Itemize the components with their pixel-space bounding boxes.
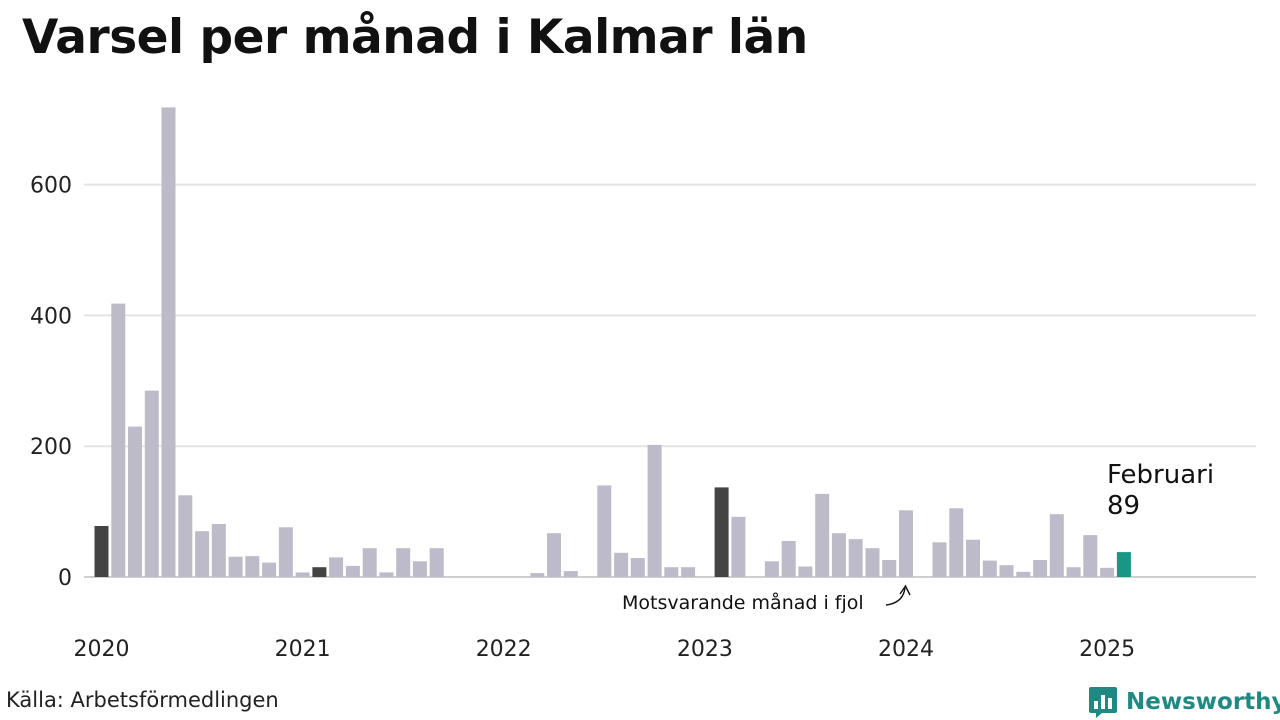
bar [966, 539, 980, 577]
bar [195, 531, 210, 577]
y-tick-label: 200 [30, 435, 72, 460]
chart-title: Varsel per månad i Kalmar län [22, 10, 808, 65]
bar [781, 541, 796, 577]
bar-same-month [94, 526, 109, 577]
bar [128, 426, 142, 577]
bar [731, 516, 746, 577]
bar [412, 561, 427, 577]
bar [630, 558, 645, 577]
bar [831, 533, 846, 577]
bar [681, 567, 696, 577]
bar [563, 571, 578, 577]
bar [1083, 535, 1098, 577]
bar-layer [94, 107, 1131, 578]
x-tick-label: 2025 [1079, 637, 1135, 662]
brand-name: Newsworthy [1126, 689, 1280, 715]
bar [161, 107, 176, 578]
bar [848, 539, 863, 577]
bar [1016, 571, 1031, 577]
bar [278, 527, 293, 577]
bar [798, 566, 813, 577]
bar [362, 548, 377, 577]
bar-same-month [312, 567, 327, 577]
bar [144, 390, 159, 577]
annotation-arrowhead [899, 584, 911, 596]
bar [547, 533, 561, 577]
newsworthy-logo: Newsworthy [1088, 684, 1280, 720]
bar-same-month [714, 487, 729, 577]
annotation-layer: Motsvarande månad i fjol Februari 89 [622, 460, 1214, 614]
bar [379, 572, 394, 577]
bar [865, 548, 880, 577]
bar [111, 303, 126, 577]
bar [999, 565, 1014, 577]
source-note: Källa: Arbetsförmedlingen [6, 688, 279, 712]
y-tick-label: 400 [30, 304, 72, 329]
x-tick-label: 2023 [677, 637, 733, 662]
bar [245, 556, 260, 577]
grid-layer [84, 183, 1256, 578]
bar [982, 560, 997, 577]
bar [899, 510, 913, 577]
x-tick-label: 2020 [74, 637, 130, 662]
bar [932, 542, 947, 577]
bar [614, 552, 629, 577]
bar [1100, 567, 1115, 577]
bar [345, 565, 360, 577]
x-tick-label: 2022 [476, 637, 532, 662]
bar [429, 548, 444, 577]
bar [228, 556, 243, 577]
bar-chart-speech-bubble-icon [1089, 687, 1117, 718]
annotation-arrow-line [885, 587, 906, 606]
bar [530, 573, 545, 577]
bar [597, 485, 612, 577]
bar [295, 572, 310, 577]
bar [882, 560, 897, 577]
same-month-annotation: Motsvarande månad i fjol [622, 591, 864, 614]
x-tick-label: 2021 [275, 637, 331, 662]
bar [178, 495, 193, 578]
bar [664, 567, 679, 577]
latest-month-label: Februari [1107, 460, 1214, 490]
bar [1049, 514, 1064, 577]
y-tick-label: 0 [58, 566, 72, 591]
bar [396, 548, 411, 577]
latest-value-label: 89 [1107, 491, 1140, 521]
bar-latest-month [1116, 552, 1131, 577]
bar [329, 557, 344, 577]
bar [764, 561, 779, 577]
y-tick-label: 600 [30, 174, 72, 199]
label-layer: 0 200 400 600 2020 2021 2022 2023 2024 2025 [30, 174, 1135, 662]
bar [647, 444, 662, 577]
bar [211, 524, 226, 577]
bar [949, 508, 964, 577]
bar [262, 562, 277, 577]
x-tick-label: 2024 [878, 637, 934, 662]
bar [815, 493, 830, 577]
bar [1066, 567, 1081, 577]
bar [1033, 560, 1048, 577]
